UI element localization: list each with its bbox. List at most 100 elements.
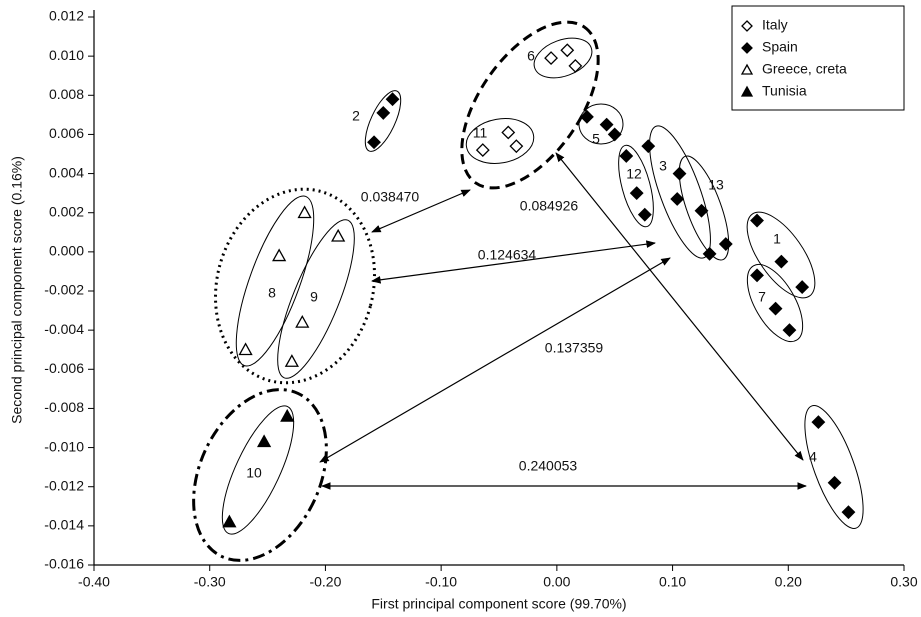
legend-marker [740,63,754,75]
data-point [544,51,558,66]
y-tick-label: 0.006 [49,125,84,141]
group-outline [221,405,295,535]
group-outline [746,211,816,299]
data-point [280,408,295,422]
data-point [295,314,310,328]
data-point [641,139,656,154]
data-point [672,166,687,181]
x-tick-label: 0.30 [890,574,917,590]
group-outline [192,388,328,562]
legend-label: Italy [762,17,788,33]
legend-marker [741,20,753,32]
group-outline [460,20,600,190]
annotation: 8 [268,285,276,301]
data-point [750,213,764,228]
data-point [694,203,709,218]
data-point [385,92,400,107]
y-tick-label: -0.010 [44,438,84,454]
legend-marker [741,42,753,54]
y-tick-label: -0.016 [44,556,84,572]
y-tick-label: 0.010 [49,47,84,63]
data-point [782,323,797,338]
data-point [284,354,299,367]
annotation: 11 [473,125,488,141]
x-tick-label: 0.20 [775,574,802,590]
annotation: 10 [246,465,262,481]
data-point [629,186,644,201]
y-tick-label: 0.000 [49,243,84,259]
annotation: 5 [592,131,600,147]
data-point [811,415,826,430]
group-outline [235,195,315,367]
data-point [238,342,253,356]
data-point [560,43,575,58]
y-tick-label: 0.012 [49,8,84,24]
data-point [750,268,764,283]
legend-label: Tunisia [762,83,807,99]
x-tick-label: -0.20 [309,574,341,590]
y-tick-label: -0.014 [44,517,84,533]
data-point [501,125,516,140]
data-point [297,205,312,219]
data-point [607,127,622,142]
x-tick-label: -0.40 [78,574,110,590]
annotation: 6 [527,48,535,64]
data-point [272,248,287,262]
annotation: 0.124634 [478,247,537,263]
group-outline [804,405,864,529]
y-tick-label: -0.006 [44,360,84,376]
group-outline [578,103,624,145]
y-tick-label: 0.008 [49,86,84,102]
y-tick-label: 0.002 [49,203,84,219]
data-point [509,139,524,154]
annotation: 0.240053 [519,458,578,474]
data-point [841,505,856,520]
data-point [702,246,717,261]
data-point [774,254,789,269]
y-tick-label: -0.008 [44,399,84,415]
y-tick-label: 0.004 [49,164,84,180]
y-tick-label: -0.012 [44,477,84,493]
x-tick-label: 0.10 [659,574,686,590]
annotation: 4 [809,449,817,465]
y-axis-label: Second principal component score (0.16%) [9,156,25,424]
legend-label: Greece, creta [762,61,847,77]
data-point [222,514,237,528]
x-tick-label: 0.00 [543,574,570,590]
data-point [256,434,272,448]
annotation: 13 [708,177,724,193]
data-point [718,237,733,251]
data-point [580,109,594,124]
x-tick-label: -0.10 [425,574,457,590]
annotation: 7 [758,289,766,305]
data-point [376,105,391,120]
data-point [599,117,614,132]
legend-label: Spain [762,39,798,55]
annotation: 2 [352,108,360,124]
distance-arrow [371,189,471,233]
distance-arrow [319,257,671,463]
group-outline [465,118,535,164]
data-point [475,143,490,158]
group-outline [364,90,402,152]
y-tick-label: -0.004 [44,321,84,337]
group-outline [533,37,593,79]
annotation: 0.084926 [520,198,579,214]
annotation: 3 [659,158,667,174]
data-point [568,59,583,73]
legend-box [731,5,905,111]
data-point [619,149,634,163]
x-axis-label: First principal component score (99.70%) [371,596,626,612]
annotation: 0.038470 [361,189,420,205]
distance-arrow [555,152,804,461]
data-point [768,301,783,316]
annotation: 9 [310,289,318,305]
legend-marker [740,85,754,97]
annotation: 0.137359 [545,340,604,356]
annotation: 12 [626,166,642,182]
data-point [637,207,652,222]
data-point [367,135,381,150]
data-point [670,192,685,206]
data-point [331,228,346,242]
